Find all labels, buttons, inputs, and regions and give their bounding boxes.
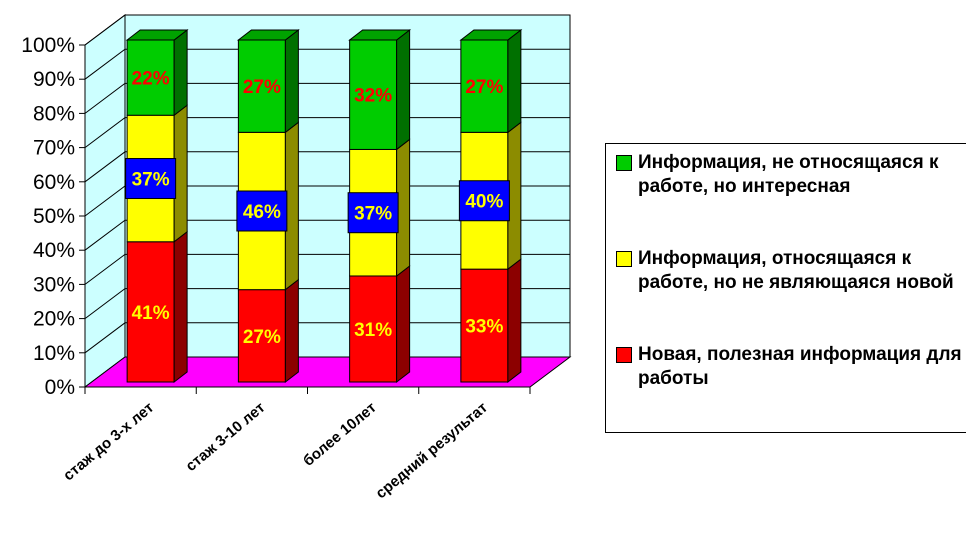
bar-top — [125, 29, 189, 41]
bar-side — [284, 278, 299, 384]
data-labels: 41% 37% 22% 27% 46% 27% 31% 37% 32% 33% 40% 27% — [125, 69, 510, 348]
y-tick-label: 100% — [21, 34, 75, 57]
legend: Информация, не относящаяся к работе, но … — [605, 143, 966, 433]
data-label-box — [125, 158, 177, 200]
x-tick-label: средний результат — [373, 399, 491, 502]
data-label: 22% — [132, 69, 170, 90]
bar-side — [173, 28, 188, 117]
bar-top — [348, 29, 412, 41]
bar-top — [236, 29, 300, 41]
data-label: 33% — [465, 317, 503, 338]
y-tick-label: 70% — [33, 137, 75, 160]
data-label: 41% — [132, 303, 170, 324]
bar-side — [507, 258, 522, 384]
legend-swatch-green — [616, 155, 632, 171]
data-label: 46% — [243, 202, 281, 223]
bar-top — [459, 29, 523, 41]
bar-segment — [348, 28, 412, 151]
gridline — [84, 185, 570, 217]
legend-item-work-related-not-new: Информация, относящаяся к работе, но не … — [616, 247, 966, 295]
data-label: 27% — [465, 77, 503, 98]
bar-front — [349, 275, 398, 383]
y-tick-label: 60% — [33, 171, 75, 194]
y-tick-label: 80% — [33, 102, 75, 125]
gridline — [84, 219, 570, 251]
bar-side — [284, 28, 299, 134]
legend-label: Информация, относящаяся к работе, но не … — [638, 248, 954, 293]
bar-segment — [236, 28, 300, 134]
gridlines — [84, 14, 570, 354]
legend-item-new-useful: Новая, полезная информация для работы — [616, 343, 966, 391]
gridline — [84, 322, 570, 354]
gridline — [84, 288, 570, 320]
bar-front — [237, 39, 286, 133]
data-label: 37% — [354, 204, 392, 225]
gridline — [84, 14, 570, 46]
x-tick-label: более 10лет — [300, 399, 380, 470]
gridline — [84, 117, 570, 149]
y-tick-label: 90% — [33, 68, 75, 91]
legend-item-not-work-related: Информация, не относящаяся к работе, но … — [616, 151, 966, 199]
y-tick-label: 0% — [45, 376, 75, 399]
data-label-box — [347, 192, 399, 234]
y-tick-label: 30% — [33, 273, 75, 296]
bar-segment — [125, 28, 189, 117]
bar-segment — [459, 28, 523, 134]
data-label: 27% — [243, 327, 281, 348]
data-label-box — [236, 190, 288, 232]
legend-label: Новая, полезная информация для работы — [638, 344, 962, 389]
bar-front — [460, 39, 509, 133]
gridline — [84, 48, 570, 80]
data-label: 31% — [354, 320, 392, 341]
gridline — [84, 253, 570, 285]
x-tick-label: стаж 3-10 лет — [183, 399, 269, 475]
data-label: 32% — [354, 86, 392, 107]
bar-side — [396, 264, 411, 384]
bar-segment — [349, 264, 411, 384]
gridline — [84, 82, 570, 114]
data-label: 37% — [132, 170, 170, 191]
bar-side — [173, 230, 188, 384]
y-tick-label: 50% — [33, 205, 75, 228]
legend-swatch-yellow — [616, 251, 632, 267]
legend-label: Информация, не относящаяся к работе, но … — [638, 152, 939, 197]
gridline — [84, 151, 570, 183]
y-tick-label: 20% — [33, 308, 75, 331]
bar-side — [396, 28, 411, 151]
data-label: 40% — [465, 192, 503, 213]
data-label: 27% — [243, 77, 281, 98]
bar-segment — [237, 278, 299, 384]
y-tick-label: 40% — [33, 239, 75, 262]
y-tick-label: 10% — [33, 342, 75, 365]
x-tick-label: стаж до 3-х лет — [60, 399, 157, 484]
data-label-box — [458, 180, 510, 222]
bar-side — [507, 28, 522, 134]
legend-swatch-red — [616, 347, 632, 363]
